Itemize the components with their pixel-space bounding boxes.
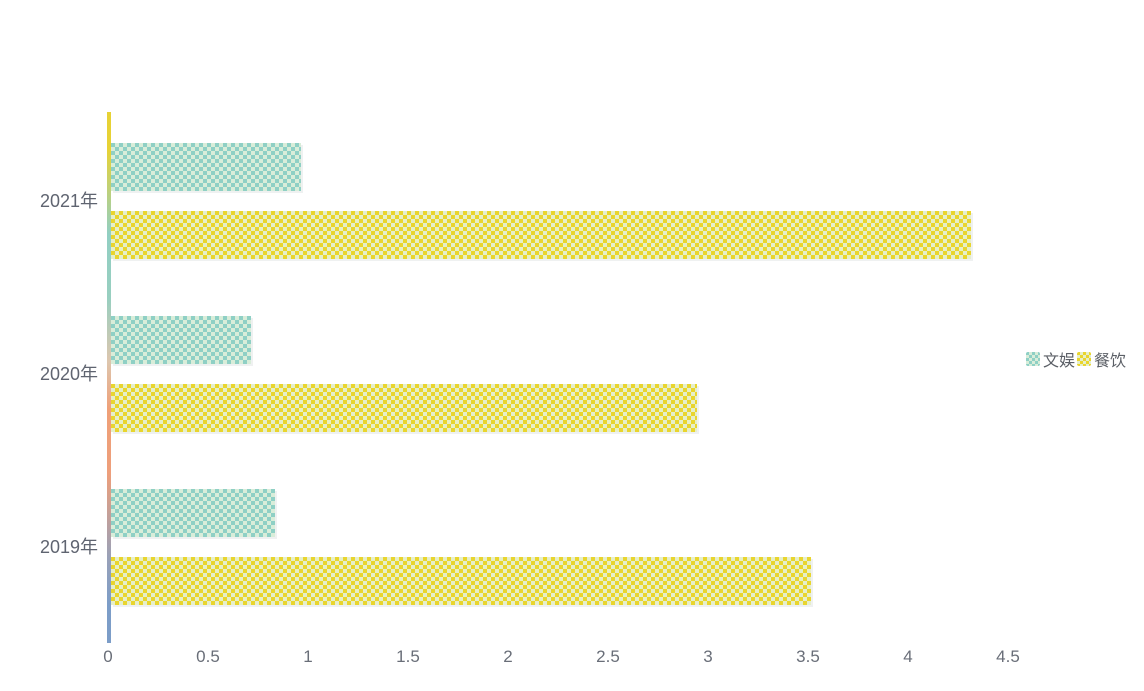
x-axis-tick-label: 1.5 (396, 647, 420, 666)
legend-label-wenyu: 文娱 (1043, 353, 1076, 370)
x-axis-tick-label: 0 (103, 647, 113, 666)
x-axis-tick-label: 4.5 (996, 647, 1020, 666)
legend-label-canyin: 餐饮 (1094, 353, 1127, 370)
x-axis-tick-label: 1 (303, 647, 313, 666)
y-axis-label: 2020年 (39, 364, 98, 384)
bar-2019年-文娱[interactable] (111, 489, 275, 537)
bar-2020年-文娱[interactable] (111, 316, 251, 364)
x-axis-tick-label: 4 (903, 647, 913, 666)
bar-2021年-餐饮[interactable] (111, 211, 971, 259)
y-axis-label: 2021年 (39, 191, 98, 211)
x-axis-tick-label: 2 (503, 647, 513, 666)
x-axis-tick-label: 3 (703, 647, 713, 666)
legend-swatch-canyin (1077, 352, 1092, 366)
legend-item-wenyu[interactable]: 文娱 (1026, 347, 1075, 371)
legend-swatch-wenyu (1026, 352, 1040, 366)
bar-2021年-文娱[interactable] (111, 143, 301, 191)
y-axis-label: 2019年 (39, 537, 98, 557)
bar-2019年-餐饮[interactable] (111, 557, 811, 605)
x-axis-tick-label: 3.5 (796, 647, 820, 666)
y-axis-line (107, 112, 111, 643)
legend-item-canyin[interactable]: 餐饮 (1077, 347, 1126, 371)
x-axis-tick-label: 2.5 (596, 647, 620, 666)
bar-2020年-餐饮[interactable] (111, 384, 697, 432)
legend: 文娱 餐饮 (1026, 351, 1126, 370)
x-axis-tick-label: 0.5 (196, 647, 220, 666)
